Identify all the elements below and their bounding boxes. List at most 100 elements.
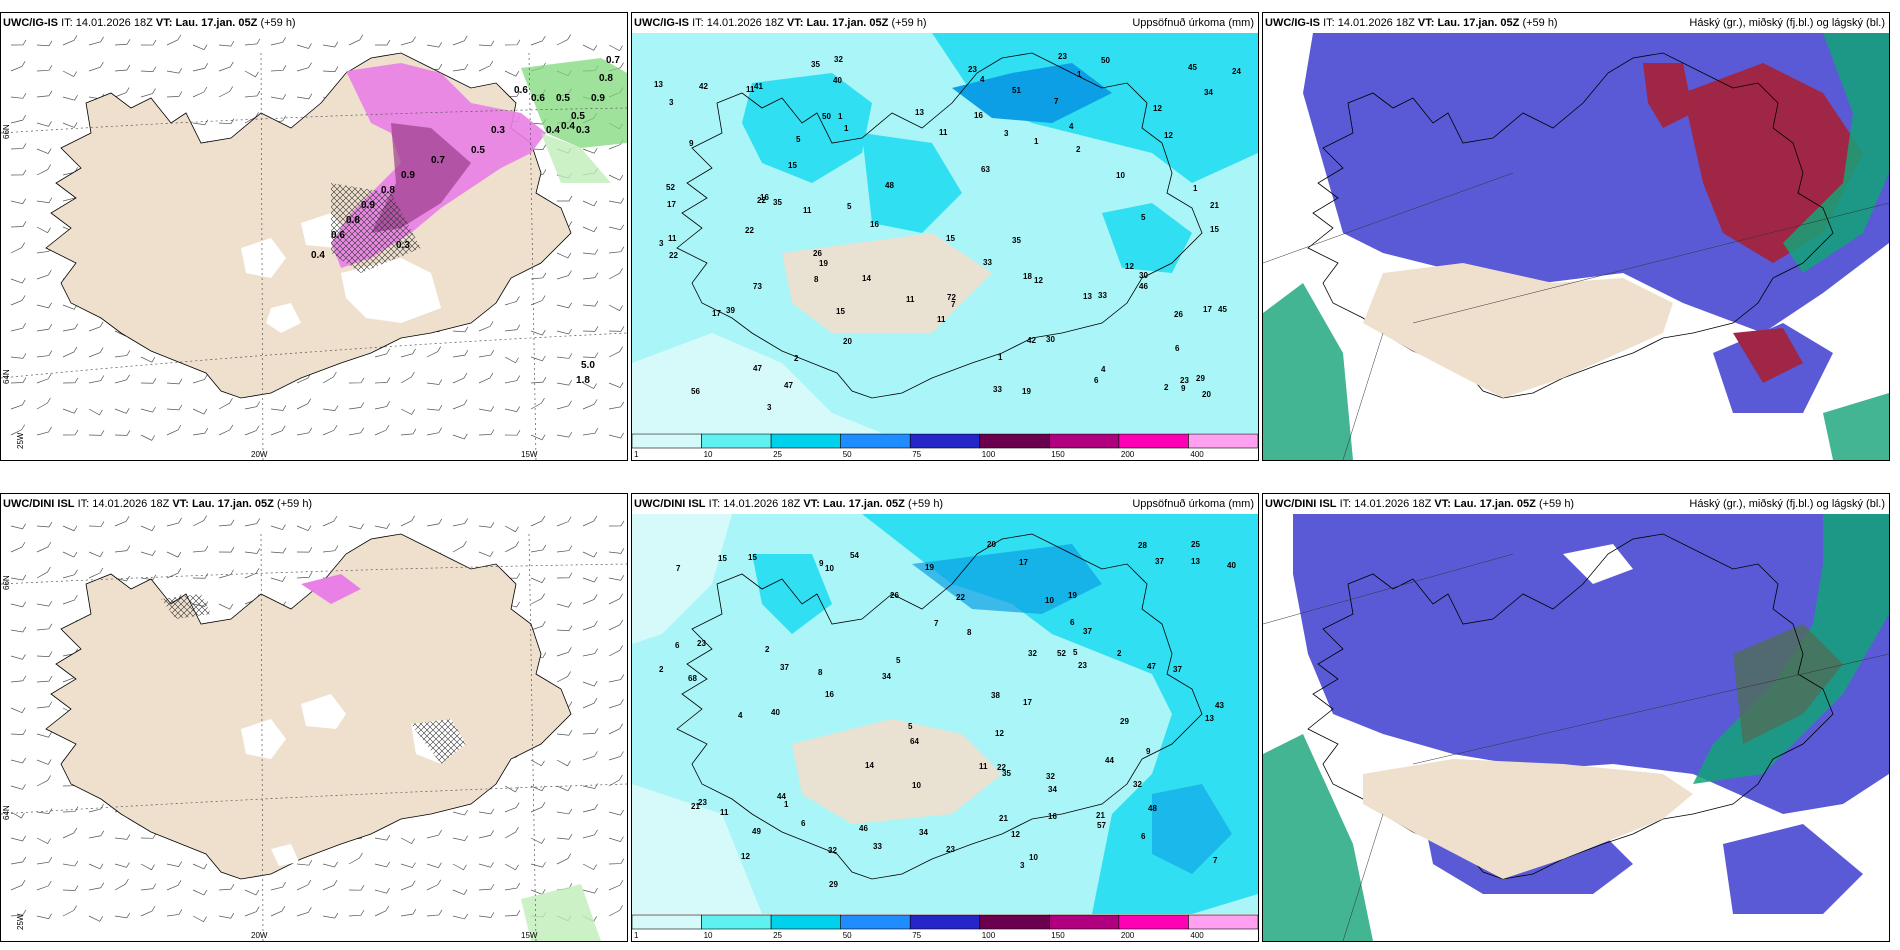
precip-value: 2 xyxy=(794,354,799,363)
precip-value: 37 xyxy=(1155,557,1164,566)
wind-barb xyxy=(478,862,494,868)
precip-value: 45 xyxy=(1188,63,1197,72)
wind-barb xyxy=(36,701,53,709)
snow-value: 0.7 xyxy=(431,155,445,166)
precip-value: 11 xyxy=(979,762,988,771)
wind-barb xyxy=(10,424,26,436)
precip-value: 24 xyxy=(1232,67,1241,76)
wind-barb xyxy=(426,405,443,411)
wind-barb xyxy=(114,374,130,384)
precip-value: 41 xyxy=(754,82,763,91)
wind-barb xyxy=(452,518,469,527)
wind-barb xyxy=(322,41,339,48)
wind-barb xyxy=(244,518,261,527)
wind-barb xyxy=(10,277,26,284)
colorbar: 1 10 25 50 75 100 150 200 400 xyxy=(632,914,1258,940)
precip-value: 2 xyxy=(1076,145,1081,154)
wind-barb xyxy=(36,566,51,579)
wind-barb xyxy=(10,39,27,46)
precip-value: 35 xyxy=(1002,769,1011,778)
precip-value: 3 xyxy=(659,239,664,248)
wind-barb xyxy=(608,198,625,204)
wind-barb xyxy=(348,402,365,410)
snow-value: 0.5 xyxy=(571,111,585,122)
wind-barb xyxy=(556,572,573,579)
wind-barb xyxy=(36,675,53,683)
wind-barb xyxy=(478,883,495,891)
snow-value: 5.0 xyxy=(581,360,595,371)
wind-barb xyxy=(504,541,519,553)
wind-barb xyxy=(218,118,235,125)
wind-barb xyxy=(10,377,27,384)
wind-barb xyxy=(504,324,521,332)
wind-barb xyxy=(62,905,77,917)
wind-barb xyxy=(114,408,130,414)
wind-barb xyxy=(296,427,313,436)
iceland-land xyxy=(45,52,572,399)
wind-barb xyxy=(88,521,105,527)
precip-value: 50 xyxy=(822,112,831,121)
precip-value: 14 xyxy=(862,274,871,283)
wind-barb xyxy=(556,34,571,46)
precip-value: 17 xyxy=(1019,558,1028,567)
wind-barb xyxy=(530,376,547,384)
wind-barb xyxy=(556,808,573,815)
snow-value: 0.6 xyxy=(531,93,545,104)
precip-value: 26 xyxy=(890,591,899,600)
wind-barb xyxy=(452,889,468,896)
wind-barb xyxy=(62,806,79,813)
panel-bottom-middle: UWC/DINI ISL IT: 14.01.2026 18Z VT: Lau.… xyxy=(631,493,1259,942)
precip-value: 46 xyxy=(859,824,868,833)
wind-barb xyxy=(478,372,494,384)
precip-value: 2 xyxy=(765,645,770,654)
wind-barb xyxy=(114,430,131,436)
wind-barb xyxy=(62,594,78,605)
precip-value: 47 xyxy=(1147,662,1156,671)
colorbar-label: 200 xyxy=(1121,931,1135,940)
wind-barb xyxy=(556,834,573,840)
wind-barb xyxy=(582,226,598,233)
wind-barb xyxy=(62,827,78,839)
precip-value: 39 xyxy=(726,306,735,315)
lat-label: 64N xyxy=(2,805,11,820)
precip-value: 19 xyxy=(925,563,934,572)
precip-value: 5 xyxy=(896,656,901,665)
wind-barb xyxy=(400,908,417,917)
wind-barb xyxy=(426,862,442,869)
wind-barb xyxy=(10,654,26,660)
colorbar-swatch xyxy=(840,914,911,930)
wind-barb xyxy=(192,915,207,923)
wind-barb xyxy=(322,545,339,553)
wind-barb xyxy=(114,87,130,98)
wind-barb xyxy=(426,879,442,891)
snow-value: 0.9 xyxy=(591,93,605,104)
precip-value: 11 xyxy=(937,315,946,324)
wind-barb xyxy=(88,830,105,839)
precip-value: 32 xyxy=(1028,649,1037,658)
wind-barb xyxy=(530,593,546,605)
wind-barb xyxy=(114,64,131,72)
wind-barb xyxy=(556,853,572,865)
precip-value: 20 xyxy=(843,337,852,346)
wind-barb xyxy=(322,66,339,72)
colorbar-swatch xyxy=(1118,433,1189,449)
precip-value: 6 xyxy=(1141,832,1146,841)
precip-value: 48 xyxy=(1148,804,1157,813)
wind-barb xyxy=(582,783,599,789)
wind-barb xyxy=(36,808,53,814)
wind-barb xyxy=(504,785,519,793)
precip-value: 12 xyxy=(1011,830,1020,839)
colorbar-swatch xyxy=(701,433,772,449)
wind-barb xyxy=(582,620,598,631)
wind-barb xyxy=(88,567,104,579)
precip-value: 47 xyxy=(753,364,762,373)
wind-barb xyxy=(36,269,52,280)
map-precipitation: 1112116171423261215301015171526523213291… xyxy=(632,33,1258,433)
wind-barb xyxy=(36,226,51,234)
wind-barb xyxy=(88,863,104,870)
precip-value: 32 xyxy=(828,846,837,855)
wind-barb xyxy=(36,913,52,920)
lat-label: 64N xyxy=(2,369,11,384)
precip-value: 42 xyxy=(699,82,708,91)
wind-barb xyxy=(582,728,599,735)
